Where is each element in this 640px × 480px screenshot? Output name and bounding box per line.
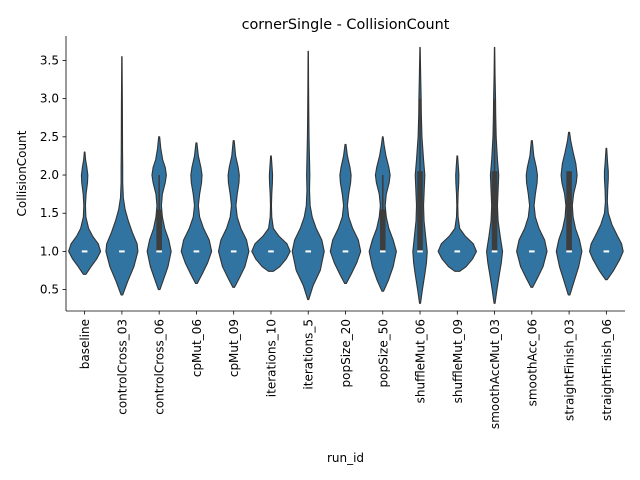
x-tick-label: iterations_5 (302, 319, 316, 390)
violin-median (81, 250, 88, 253)
violin-median (230, 250, 237, 253)
x-tick-label: straightFinish_03 (563, 319, 577, 421)
y-tick-label: 3.0 (40, 92, 59, 106)
violin-median (193, 250, 200, 253)
x-tick-label: smoothAccMut_03 (488, 319, 502, 429)
y-tick-label: 3.5 (40, 53, 59, 67)
violin-median (342, 250, 349, 253)
x-tick-label: iterations_10 (264, 319, 278, 397)
violin-body-straightFinish_06 (589, 147, 624, 281)
violin-median (119, 250, 125, 253)
violin-median (491, 250, 498, 253)
violin-median (417, 250, 423, 253)
violin-body-cpMut_09 (217, 140, 250, 288)
violins-group (68, 46, 624, 304)
x-tick-label: controlCross_03 (115, 319, 129, 415)
violin-iqr-box (491, 171, 498, 252)
x-tick-label: popSize_50 (376, 319, 390, 387)
x-tick-label: shuffleMut_09 (451, 319, 465, 403)
violin-body-shuffleMut_09 (437, 155, 478, 272)
y-tick-label: 2.0 (40, 168, 59, 182)
x-tick-label: straightFinish_06 (600, 319, 614, 421)
violin-body-smoothAcc_06 (516, 140, 548, 288)
y-axis-label: CollisionCount (15, 130, 29, 216)
y-axis: 0.5 1.0 1.5 2.0 2.5 3.0 3.5 (40, 53, 66, 297)
violin-body-iterations_5 (291, 50, 325, 301)
violin-body-popSize_20 (329, 143, 362, 285)
violin-median (305, 250, 312, 253)
x-tick-label: smoothAcc_06 (525, 319, 539, 406)
violin-median (268, 250, 274, 253)
y-tick-label: 1.0 (40, 244, 59, 258)
violin-median (529, 250, 535, 253)
violin-median (156, 250, 162, 253)
x-axis: baseline controlCross_03 controlCross_06 cp… (78, 311, 614, 429)
violin-body-cpMut_06 (180, 142, 213, 285)
violin-iqr-box (379, 209, 386, 252)
violin-body-iterations_10 (251, 155, 291, 272)
x-tick-label: cpMut_09 (227, 319, 241, 377)
violin-median (379, 250, 386, 253)
violin-iqr-box (566, 171, 572, 252)
violin-iqr-box (417, 171, 423, 252)
violin-median (566, 250, 572, 253)
y-tick-label: 0.5 (40, 283, 59, 297)
violin-body-baseline (68, 151, 102, 275)
violin-median (454, 250, 461, 253)
x-tick-label: cpMut_06 (190, 319, 204, 377)
x-tick-label: popSize_20 (339, 319, 353, 387)
violin-body-controlCross_03 (105, 56, 139, 296)
x-tick-label: shuffleMut_06 (414, 319, 428, 403)
chart-title: cornerSingle - CollisionCount (242, 17, 450, 33)
x-axis-label: run_id (327, 451, 364, 465)
violin-median (603, 250, 610, 253)
x-tick-label: baseline (78, 319, 92, 369)
violin-iqr-box (156, 209, 162, 252)
y-tick-label: 1.5 (40, 206, 59, 220)
x-tick-label: controlCross_06 (153, 319, 167, 415)
y-tick-label: 2.5 (40, 130, 59, 144)
